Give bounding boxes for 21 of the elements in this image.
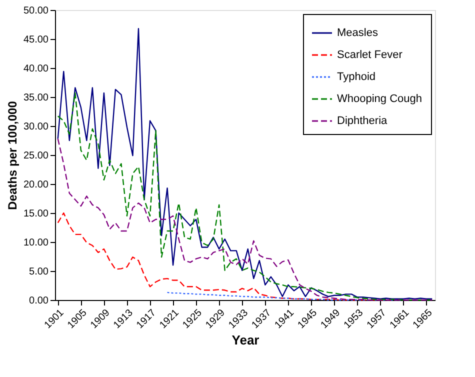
x-axis-title: Year [232, 332, 260, 348]
y-tick-label: 40.00 [23, 64, 49, 74]
y-tick-label: 50.00 [23, 6, 49, 16]
y-tick-label: 5.00 [29, 266, 49, 278]
y-tick-label: 30.00 [23, 122, 49, 132]
y-tick-label: 25.00 [23, 150, 49, 162]
line-series [57, 138, 433, 301]
legend-label: Diphtheria [337, 115, 388, 127]
y-tick-label: 45.00 [23, 34, 49, 46]
legend-label: Whooping Cough [337, 93, 422, 105]
y-tick-label: 20.00 [23, 180, 49, 190]
y-tick-label: 35.00 [23, 92, 49, 104]
y-tick-label: 15.00 [23, 208, 49, 220]
line-series [57, 92, 433, 301]
y-tick-label: 10.00 [23, 238, 49, 248]
legend-label: Measles [337, 27, 378, 39]
line-series [57, 28, 433, 300]
y-tick-label: 0.00 [29, 296, 49, 306]
y-axis-title: Deaths per 100,000 [5, 100, 20, 210]
legend-label: Scarlet Fever [337, 49, 403, 61]
legend-label: Typhoid [337, 71, 376, 83]
